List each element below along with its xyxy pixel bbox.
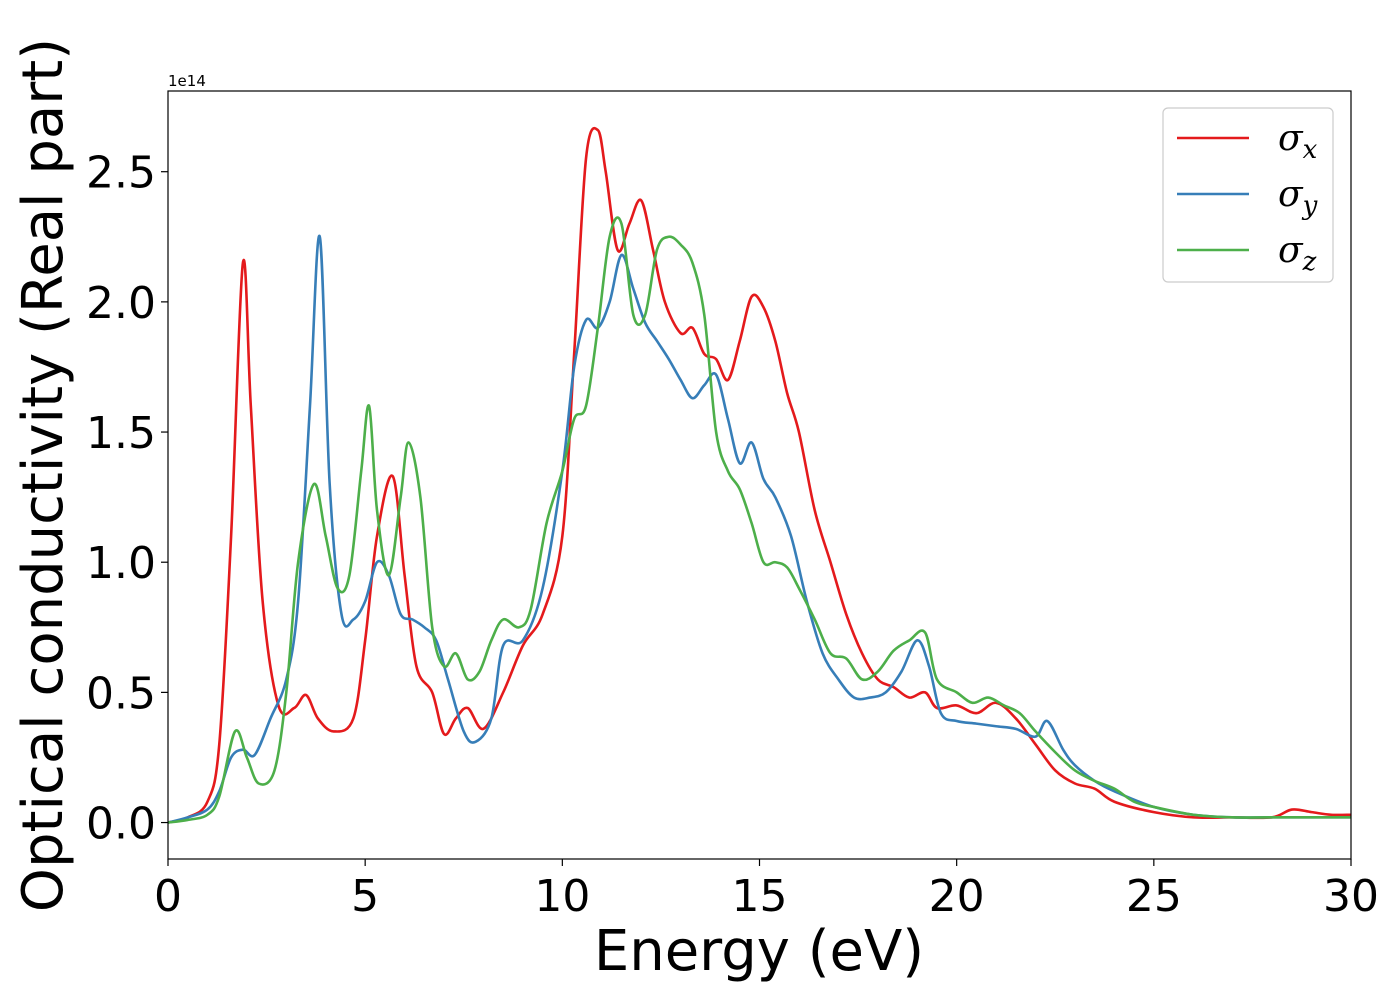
y-axis-label: Optical conductivity (Real part) [11, 38, 76, 912]
x-tick-label: 15 [732, 871, 788, 922]
y-axis: 0.0 0.5 1.0 1.5 2.0 2.5 [86, 148, 168, 850]
y-tick-label: 1.0 [86, 538, 156, 589]
y-tick-label: 2.5 [86, 148, 156, 199]
y-tick-label: 0.0 [86, 799, 156, 850]
x-tick-label: 25 [1126, 871, 1182, 922]
y-tick-label: 2.0 [86, 278, 156, 329]
x-tick-label: 0 [154, 871, 182, 922]
y-tick-label: 1.5 [86, 408, 156, 459]
x-tick-label: 20 [929, 871, 985, 922]
x-tick-label: 10 [534, 871, 590, 922]
x-axis: 0 5 10 15 20 25 30 [154, 859, 1379, 922]
series-layer [168, 127, 1351, 824]
x-axis-label: Energy (eV) [594, 919, 924, 984]
y-tick-label: 0.5 [86, 668, 156, 719]
x-tick-label: 5 [351, 871, 379, 922]
x-tick-label: 30 [1323, 871, 1379, 922]
series-line-z [168, 216, 1351, 824]
y-offset-label: 1e14 [168, 72, 206, 90]
series-line-x [168, 127, 1351, 824]
series-line-y [168, 234, 1351, 824]
